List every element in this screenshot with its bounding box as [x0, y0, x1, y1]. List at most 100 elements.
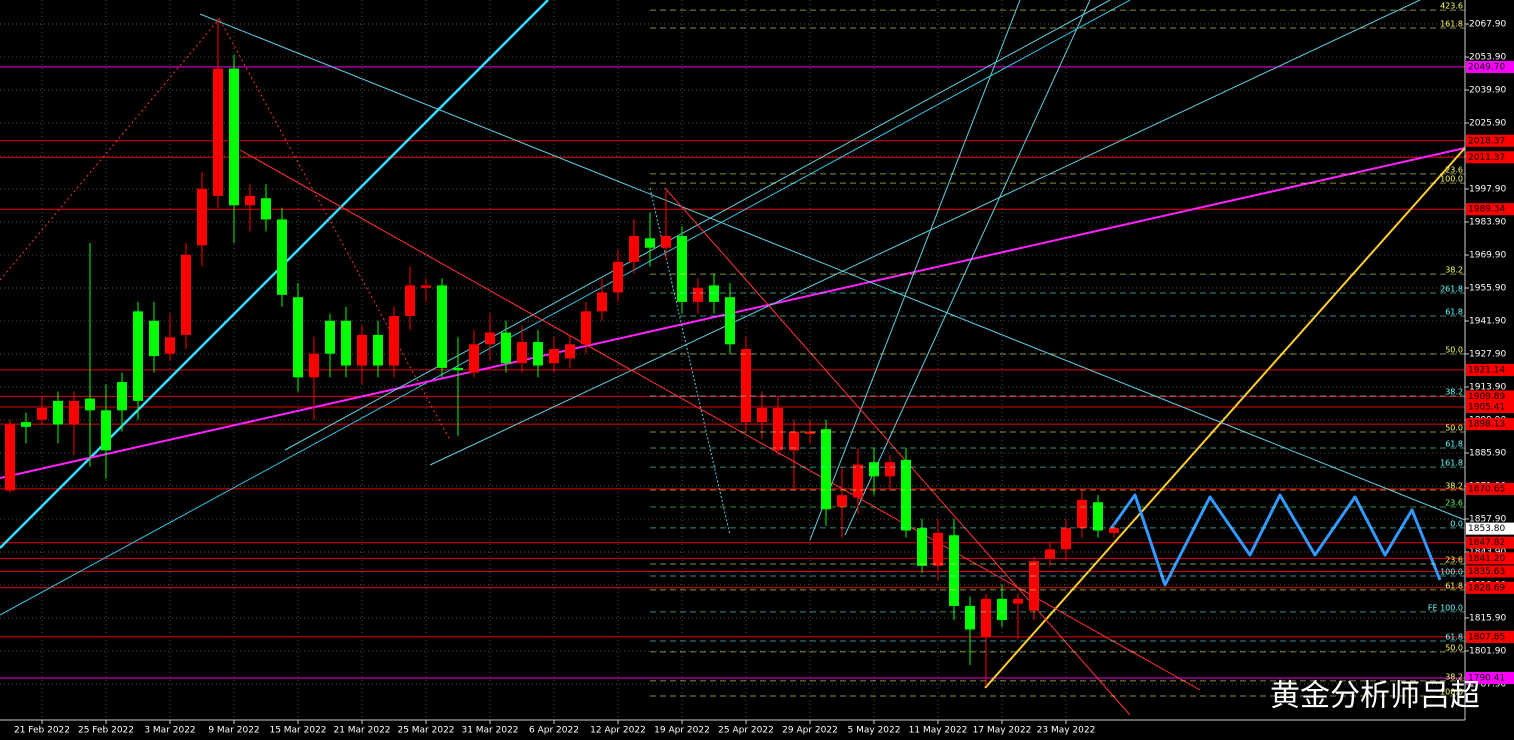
candle-body	[165, 337, 175, 354]
x-tick-label: 19 Apr 2022	[654, 726, 710, 736]
candle-body	[421, 285, 431, 288]
candle-body	[1013, 598, 1023, 604]
fib-label: 38.2	[1445, 672, 1463, 681]
y-tick-label: 1969.90	[1469, 251, 1506, 261]
level-tag-label: 1921.14	[1468, 365, 1505, 375]
candle-body	[1045, 549, 1055, 559]
candle-body	[773, 407, 783, 451]
level-tag	[1466, 418, 1514, 431]
candle-body	[517, 341, 527, 364]
level-tag	[1466, 151, 1514, 164]
candle-body	[53, 400, 63, 425]
fib-label: 100.0	[1440, 687, 1463, 696]
candle-body	[933, 532, 943, 566]
candle-body	[293, 297, 303, 378]
fib-label: 423.6	[1440, 2, 1463, 11]
level-tag	[1466, 552, 1514, 565]
trendline	[0, 0, 1131, 616]
candle-body	[597, 292, 607, 312]
fib-label: 38.2	[1445, 387, 1463, 396]
fib-label: 50.0	[1445, 345, 1463, 354]
candle-body	[325, 320, 335, 354]
y-tick-label: 1955.90	[1469, 284, 1506, 294]
candle-body	[213, 68, 223, 196]
level-tag-label: 1989.34	[1468, 205, 1505, 215]
x-tick-label: 23 May 2022	[1037, 726, 1096, 736]
fib-label: 23.6	[1445, 165, 1463, 174]
y-tick-label: 1815.90	[1469, 613, 1506, 623]
candle-body	[245, 195, 255, 206]
level-tag	[1466, 565, 1514, 578]
y-tick-label: 1983.90	[1469, 218, 1506, 228]
trendlines	[0, 0, 1466, 716]
fib-label: 61.8	[1445, 633, 1463, 642]
level-tag	[1466, 630, 1514, 643]
y-tick-label: 1927.90	[1469, 349, 1506, 359]
x-tick-label: 29 Apr 2022	[782, 726, 838, 736]
y-tick-label: 1801.90	[1469, 646, 1506, 656]
fib-label: 161.8	[1440, 459, 1463, 468]
x-tick-label: 3 Mar 2022	[144, 726, 195, 736]
fib-label: 61.8	[1445, 581, 1463, 590]
candle-body	[997, 598, 1007, 621]
candle-body	[261, 198, 271, 220]
candle-body	[789, 431, 799, 451]
level-tag-label: 1828.69	[1468, 583, 1505, 593]
level-tag-label: 1835.63	[1468, 567, 1505, 577]
x-tick-label: 25 Mar 2022	[397, 726, 454, 736]
level-tag-label: 1905.41	[1468, 402, 1505, 412]
candle-body	[837, 495, 847, 507]
candle-body	[965, 605, 975, 630]
candle-body	[1077, 499, 1087, 529]
candle-body	[581, 311, 591, 345]
candle-body	[1061, 528, 1071, 550]
candle-body	[37, 407, 47, 420]
candle-body	[485, 332, 495, 345]
y-tick-label: 1941.90	[1469, 316, 1506, 326]
trendline	[429, 0, 1421, 466]
candle-body	[949, 535, 959, 606]
candle-body	[725, 297, 735, 345]
level-tag-label: 2018.37	[1468, 136, 1505, 146]
candle-body	[741, 349, 751, 423]
level-tag-label: 1898.13	[1468, 420, 1505, 430]
level-tag	[1466, 522, 1514, 535]
x-tick-label: 17 May 2022	[973, 726, 1032, 736]
fib-label: 100.0	[1440, 568, 1463, 577]
trendline	[664, 187, 1131, 716]
x-tick-label: 31 Mar 2022	[461, 726, 518, 736]
candle-body	[357, 334, 367, 366]
candle-body	[645, 238, 655, 248]
candle-body	[277, 219, 287, 295]
level-tag	[1466, 134, 1514, 147]
candle-body	[533, 341, 543, 366]
candle-body	[869, 462, 879, 477]
candle-body	[757, 407, 767, 423]
candle-body	[853, 464, 863, 498]
candle-body	[917, 528, 927, 566]
candle-body	[69, 400, 79, 425]
candle-body	[181, 254, 191, 335]
level-tag-label: 2049.70	[1468, 62, 1505, 72]
candle-body	[437, 285, 447, 368]
fib-label: 38.2	[1445, 266, 1463, 275]
level-tag-label: 1853.80	[1468, 524, 1505, 534]
y-tick-label: 2025.90	[1469, 119, 1506, 129]
candle-body	[821, 429, 831, 510]
candle-body	[117, 382, 127, 411]
fib-label: 161.8	[1440, 20, 1463, 29]
trendline	[0, 17, 221, 281]
level-tag	[1466, 60, 1514, 73]
trendline	[649, 187, 731, 536]
candle-body	[373, 334, 383, 366]
trendline	[199, 13, 1466, 521]
fib-label: 100.0	[1440, 175, 1463, 184]
candle-body	[1109, 528, 1119, 533]
candle-body	[149, 320, 159, 357]
fib-label: 261.8	[1440, 284, 1463, 293]
x-tick-label: 6 Apr 2022	[529, 726, 579, 736]
candle-body	[85, 398, 95, 411]
level-tag-label: 1807.85	[1468, 632, 1505, 642]
x-tick-label: 15 Mar 2022	[269, 726, 326, 736]
level-tag	[1466, 536, 1514, 549]
